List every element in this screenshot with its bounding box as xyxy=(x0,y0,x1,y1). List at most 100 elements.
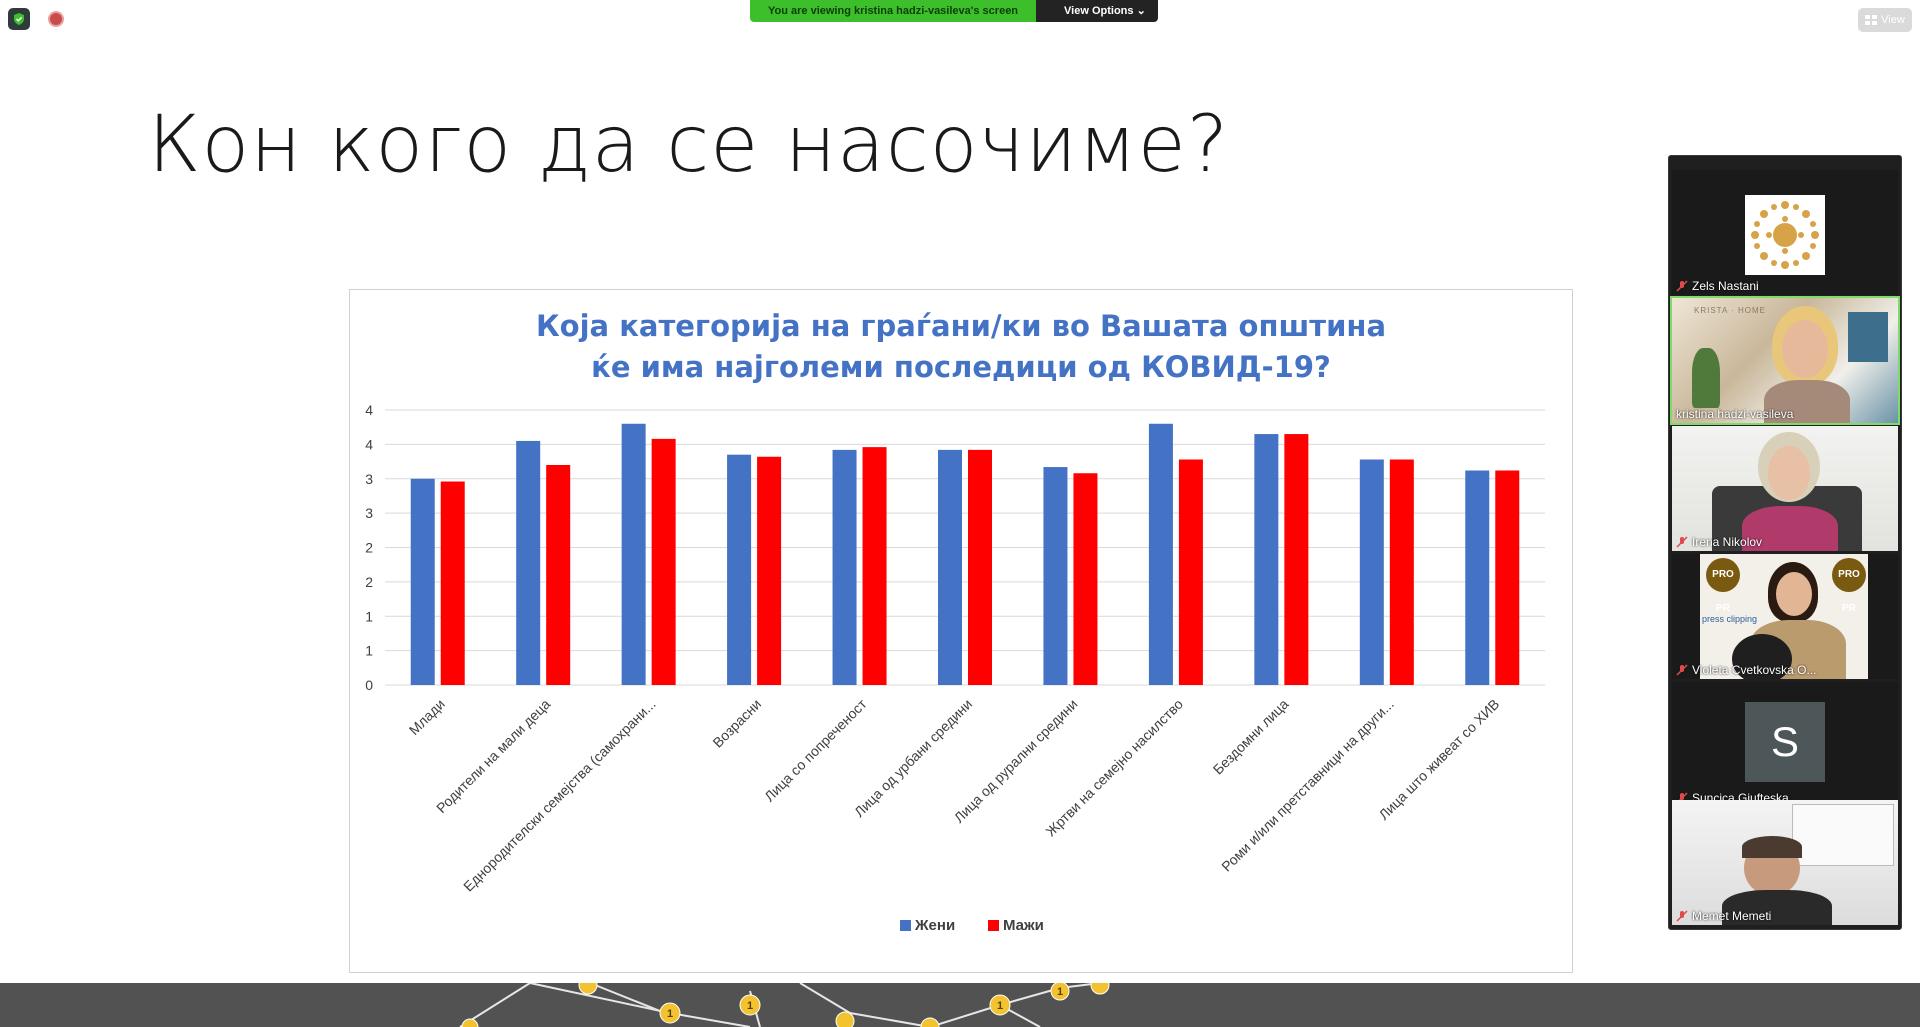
bar-mazhi xyxy=(440,481,465,685)
video-person-body xyxy=(1764,380,1850,423)
bar-zheni xyxy=(1043,467,1068,685)
video-person-face xyxy=(1776,572,1812,616)
video-painting xyxy=(1848,312,1888,362)
bar-mazhi xyxy=(1495,470,1520,685)
x-tick-label: Роми и/или претставници на други... xyxy=(1218,696,1397,875)
bar-mazhi xyxy=(862,447,887,685)
bar-zheni xyxy=(1465,470,1490,685)
bar-mazhi xyxy=(651,438,676,685)
bar-zheni xyxy=(727,454,752,685)
bar-mazhi xyxy=(546,465,571,685)
y-tick-label: 0 xyxy=(365,677,373,693)
pro-pr-badge: PRO PR xyxy=(1832,558,1866,614)
participant-name-text: Zels Nastani xyxy=(1692,279,1759,293)
video-person-body xyxy=(1722,890,1832,925)
bar-zheni xyxy=(832,449,857,685)
muted-mic-icon xyxy=(1676,280,1688,292)
y-tick-label: 1 xyxy=(365,643,373,659)
zels-logo-icon xyxy=(1745,195,1825,275)
view-button[interactable]: View xyxy=(1858,8,1912,32)
y-tick-label: 2 xyxy=(365,574,373,590)
bar-zheni xyxy=(621,423,646,685)
muted-mic-icon xyxy=(1676,664,1688,676)
bar-mazhi xyxy=(1178,459,1203,685)
chart-title-line-1: Која категорија на граѓани/ки во Вашата … xyxy=(535,309,1387,343)
participant-tile-active-speaker[interactable]: KRISTA · HOME kristina hadzi-vasileva xyxy=(1670,296,1900,425)
x-tick-label: Родители на мали деца xyxy=(433,696,553,816)
bar-mazhi xyxy=(1073,473,1098,685)
video-person-face xyxy=(1782,320,1828,378)
participant-name: kristina hadzi-vasileva xyxy=(1676,407,1793,421)
badge-label: 1 xyxy=(747,1000,753,1012)
bar-mazhi xyxy=(1284,434,1309,685)
slide-title: Кон кого да се насочиме? xyxy=(148,100,1230,190)
view-options-button[interactable]: View Options ⌄ xyxy=(1036,0,1158,22)
participant-name-text: Violeta Cvetkovska O... xyxy=(1692,663,1817,677)
video-background-caption: KRISTA · HOME xyxy=(1694,306,1766,315)
participant-tile[interactable]: Memet Memeti xyxy=(1672,800,1898,925)
participant-gallery[interactable]: Zels Nastani KRISTA · HOME kristina hadz… xyxy=(1668,155,1902,930)
video-whiteboard xyxy=(1792,804,1894,866)
chart-frame: Која категорија на граѓани/ки во Вашата … xyxy=(349,289,1573,973)
pro-pr-badge: PRO PR xyxy=(1706,558,1740,614)
bar-zheni xyxy=(410,478,435,685)
press-clipping-label: press clipping xyxy=(1702,614,1758,624)
participant-name: Violeta Cvetkovska O... xyxy=(1676,663,1817,677)
x-tick-label: Млади xyxy=(406,696,448,738)
badge-label: 1 xyxy=(997,1000,1003,1012)
participant-name-text: Irena Nikolov xyxy=(1692,535,1763,549)
bar-zheni xyxy=(1359,459,1384,685)
participant-tile[interactable]: PRO PR PRO PR press clipping Violeta Cve… xyxy=(1672,554,1898,679)
chart-title-line-2: ќе има најголеми последици од КОВИД-19? xyxy=(591,350,1331,384)
bar-mazhi xyxy=(1389,459,1414,685)
participant-tile[interactable]: S Suncica Gjufteska xyxy=(1672,682,1898,807)
bar-zheni xyxy=(1148,423,1173,685)
video-person-body xyxy=(1742,506,1838,551)
slide-footer-graphic: 1 1 1 1 xyxy=(0,983,1920,1027)
security-shield-icon[interactable] xyxy=(8,8,30,30)
participant-name-text: Memet Memeti xyxy=(1692,909,1772,923)
y-tick-label: 2 xyxy=(365,540,373,556)
view-button-label: View xyxy=(1881,14,1905,26)
badge-label: 1 xyxy=(1057,986,1063,998)
x-tick-label: Лица со попреченост xyxy=(761,695,870,804)
bar-mazhi xyxy=(968,449,992,685)
muted-mic-icon xyxy=(1676,536,1688,548)
screen-share-banner: You are viewing kristina hadzi-vasileva'… xyxy=(750,0,1158,22)
participant-name-text: kristina hadzi-vasileva xyxy=(1676,407,1794,421)
participant-name: Zels Nastani xyxy=(1676,279,1759,293)
x-tick-label: Возрасни xyxy=(709,696,764,751)
badge-label: 1 xyxy=(667,1008,673,1020)
bar-zheni xyxy=(516,440,541,685)
y-tick-label: 4 xyxy=(365,402,373,418)
video-person-face xyxy=(1768,446,1810,500)
y-tick-label: 3 xyxy=(365,471,373,487)
avatar: S xyxy=(1745,702,1825,782)
legend-label: Жени xyxy=(914,917,955,934)
participant-name: Irena Nikolov xyxy=(1676,535,1762,549)
video-person-hair xyxy=(1742,836,1802,858)
muted-mic-icon xyxy=(1676,910,1688,922)
participant-name: Memet Memeti xyxy=(1676,909,1771,923)
network-decoration: 1 1 1 1 xyxy=(459,983,1110,1027)
participant-tile[interactable]: Zels Nastani xyxy=(1672,170,1898,295)
x-tick-label: Бездомни лица xyxy=(1210,696,1292,778)
x-tick-label: Еднородителски семејства (самохрани... xyxy=(460,696,659,895)
x-tick-label: Лица што живеат со ХИВ xyxy=(1375,696,1502,823)
participant-tile[interactable]: Irena Nikolov xyxy=(1672,426,1898,551)
y-tick-label: 3 xyxy=(365,505,373,521)
x-tick-label: Лица од урбани средини xyxy=(851,696,975,820)
bar-mazhi xyxy=(757,456,782,685)
bar-zheni xyxy=(1254,434,1279,685)
x-tick-label: Лица од рурални средини xyxy=(951,696,1081,826)
meeting-status-icons xyxy=(8,8,64,30)
legend-swatch xyxy=(900,920,911,931)
y-tick-label: 4 xyxy=(365,436,373,452)
video-person-shadow xyxy=(1732,634,1792,679)
legend-label: Мажи xyxy=(1003,917,1044,934)
video-plant xyxy=(1692,348,1720,408)
y-tick-label: 1 xyxy=(365,608,373,624)
grid-view-icon xyxy=(1865,15,1878,25)
recording-indicator-icon xyxy=(48,11,64,27)
